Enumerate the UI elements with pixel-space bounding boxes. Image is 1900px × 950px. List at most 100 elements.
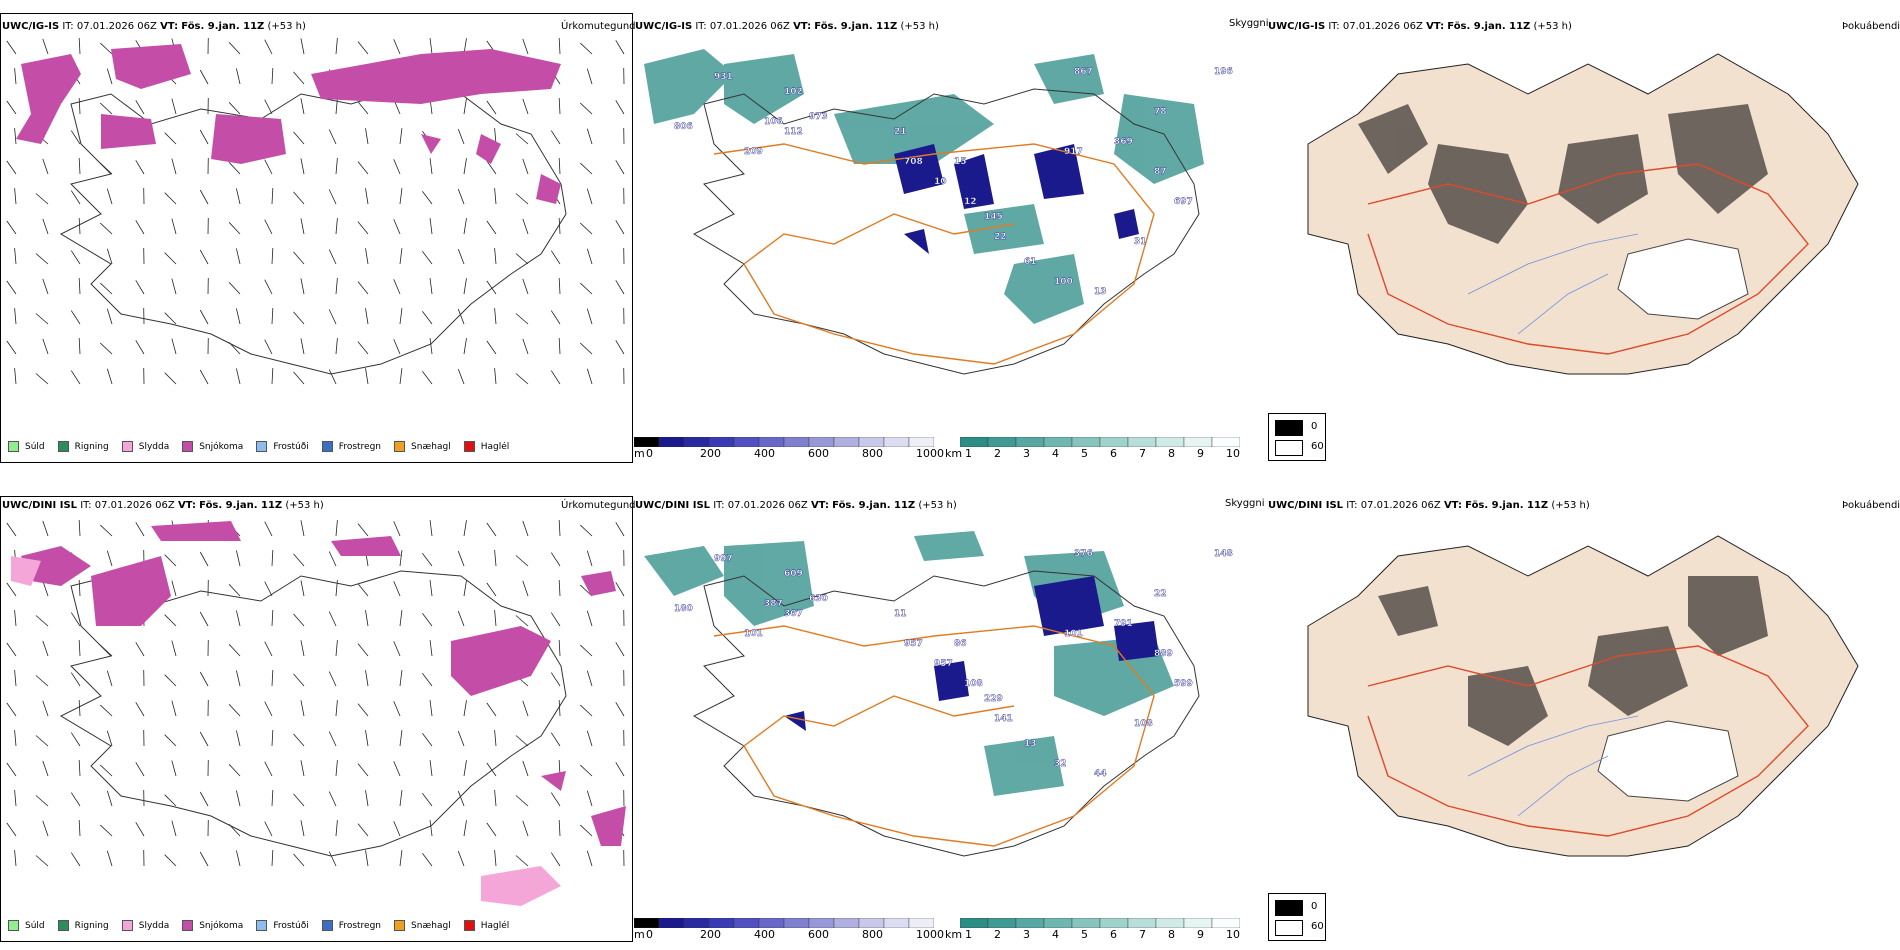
legend-label: Snjókoma: [199, 920, 244, 931]
ceiling-value-label: 387: [764, 599, 783, 609]
vis-map-row2: 997 180 101 387 307 630 11 957 957 108 229 101 791 88…: [634, 516, 1264, 906]
wind-barb: [264, 339, 273, 355]
fog-legend-row2: 0 60: [1268, 893, 1326, 941]
ceiling-value-label: 32: [1054, 759, 1067, 769]
ceiling-value-label: 806: [674, 122, 693, 132]
wind-barb: [486, 160, 497, 175]
wind-barb: [106, 850, 113, 867]
wind-barb: [586, 68, 593, 85]
wind-barb: [14, 128, 17, 145]
wind-barb: [199, 309, 209, 325]
wind-barb: [293, 673, 305, 687]
wind-barb: [586, 790, 593, 807]
wind-barb: [228, 644, 241, 657]
wind-barb: [6, 642, 17, 657]
wind-barb: [264, 521, 273, 537]
wind-barb: [457, 850, 465, 867]
legend-swatch: [463, 920, 475, 931]
wind-barb: [586, 128, 593, 145]
wind-barb: [422, 732, 433, 747]
wind-barb: [515, 373, 529, 385]
colorbar-segment: [1015, 437, 1045, 447]
colorbar-tick-label: 6: [1110, 928, 1117, 941]
iceland-outline: [59, 88, 567, 375]
wind-barb: [357, 763, 369, 777]
wind-barb: [393, 821, 401, 837]
wind-barb: [14, 308, 17, 325]
colorbar-tick-label: 800: [862, 928, 883, 941]
wind-barb: [100, 42, 113, 55]
colorbar-segment: [908, 437, 934, 447]
wind-barb: [422, 190, 433, 205]
wind-barb: [494, 248, 497, 265]
ceiling-value-label: 21: [894, 127, 907, 137]
ceiling-value-label: 148: [1214, 549, 1233, 559]
wind-barb: [328, 791, 337, 807]
wind-barb: [558, 520, 561, 537]
wind-barb: [515, 555, 529, 567]
wind-barb: [550, 130, 561, 145]
colorbar-segment: [1127, 918, 1157, 928]
colorbar-segment: [708, 437, 735, 447]
wind-barb: [264, 701, 273, 717]
wind-barb: [271, 670, 274, 687]
wind-barb: [70, 190, 81, 205]
ceiling-value-label: 108: [964, 679, 983, 689]
ceiling-value-label: 997: [714, 554, 733, 564]
wind-barb: [586, 850, 593, 867]
wind-barb: [106, 368, 113, 385]
wind-barb: [70, 792, 81, 807]
wind-barb: [35, 675, 49, 687]
wind-barb: [463, 158, 467, 175]
wind-barb: [78, 158, 81, 175]
ceiling-value-label: 867: [1074, 67, 1093, 77]
wind-barb: [42, 760, 49, 777]
wind-barb: [429, 820, 433, 837]
iceland-outline: [692, 88, 1200, 375]
wind-barb: [586, 670, 593, 687]
wind-barb: [328, 851, 337, 867]
wind-barb: [106, 790, 113, 807]
wind-barb: [199, 249, 209, 265]
wind-barb: [550, 732, 561, 747]
wind-barb: [164, 252, 177, 265]
legend-item: Snjókoma: [182, 920, 243, 931]
wind-barb: [429, 338, 433, 355]
ceiling-value-label: 13: [1094, 287, 1107, 297]
legend-label: Frostregn: [338, 920, 382, 931]
ceiling-value-label: 917: [1064, 147, 1083, 157]
sleet-areas: [11, 556, 561, 906]
wind-barb: [463, 700, 467, 717]
wind-barb: [293, 733, 305, 747]
wind-barb: [199, 189, 209, 205]
wind-barb: [522, 278, 529, 295]
legend-item: Slydda: [121, 920, 169, 931]
wind-barb: [70, 130, 81, 145]
wind-barb: [580, 282, 593, 295]
wind-barb: [293, 853, 305, 867]
wind-barb: [486, 280, 497, 295]
wind-barb: [264, 761, 273, 777]
wind-barb: [6, 340, 17, 355]
vis-colorbar-row2: [960, 918, 1240, 928]
colorbar-segment: [1127, 437, 1157, 447]
wind-barb: [271, 68, 274, 85]
wind-barb: [300, 820, 305, 837]
wind-barb: [580, 342, 593, 355]
ceiling-value-label: 180: [674, 604, 693, 614]
vis-colorbar-row1: [960, 437, 1240, 447]
wind-barb: [615, 40, 625, 55]
wind-barb: [35, 615, 49, 627]
wind-barb: [171, 700, 177, 717]
wind-barb: [236, 68, 241, 85]
wind-barb: [335, 580, 338, 597]
colorbar-unit: km: [945, 928, 963, 941]
precip-legend-row1: Súld Rigning Slydda Snjókoma Frostúði Frostre…: [8, 441, 522, 452]
colorbar-segment: [858, 918, 885, 928]
wind-barb: [100, 282, 113, 295]
ceiling-colorbar-row2: [634, 918, 934, 928]
wind-barb: [42, 520, 49, 537]
colorbar-segment: [1043, 918, 1073, 928]
wind-barb: [42, 158, 49, 175]
colorbar-tick-label: 1000: [916, 928, 944, 941]
